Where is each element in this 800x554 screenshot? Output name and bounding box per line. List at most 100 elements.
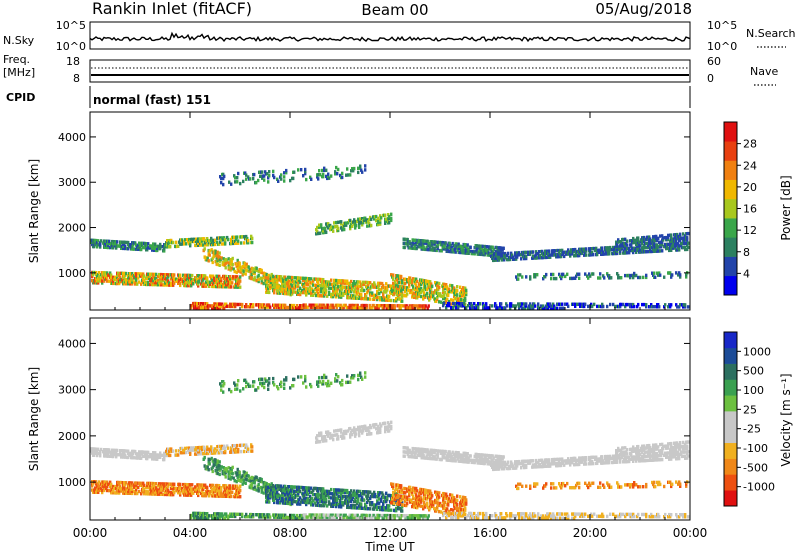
power-cell xyxy=(387,296,390,300)
power-cell xyxy=(483,253,486,257)
power-cell xyxy=(664,303,667,307)
velocity-cell xyxy=(172,488,175,493)
power-cell xyxy=(495,258,498,262)
velocity-cell xyxy=(237,478,240,482)
power-cell xyxy=(529,302,532,306)
power-cell xyxy=(424,247,427,252)
power-cell xyxy=(684,234,687,238)
nsky-frame xyxy=(89,21,691,50)
velocity-cell xyxy=(189,485,192,489)
velocity-cell xyxy=(110,489,113,493)
power-cell xyxy=(379,220,382,224)
velocity-cell xyxy=(152,481,155,486)
power-cell xyxy=(252,303,255,307)
velocity-cell xyxy=(135,485,138,489)
power-cell xyxy=(428,298,431,302)
velocity-cell xyxy=(260,480,263,484)
power-cell xyxy=(525,250,528,255)
power-cell xyxy=(598,250,601,254)
velocity-cell xyxy=(252,515,255,519)
power-cell xyxy=(542,255,545,260)
power-cell xyxy=(269,274,272,278)
power-cell xyxy=(140,272,143,276)
power-cell xyxy=(455,306,458,310)
power-cell xyxy=(459,295,462,300)
velocity-cell xyxy=(214,458,217,462)
power-cell xyxy=(351,303,354,308)
power-cell xyxy=(489,247,492,251)
power-cell xyxy=(556,306,559,310)
power-cell xyxy=(537,252,540,256)
power-cell xyxy=(205,284,208,288)
velocity-cell xyxy=(220,486,223,490)
power-cell xyxy=(144,246,147,250)
power-cell xyxy=(341,175,344,180)
beam-title: Beam 00 xyxy=(361,1,428,19)
power-cell xyxy=(187,283,190,288)
power-cell xyxy=(425,245,428,250)
power-cell xyxy=(347,285,350,290)
power-colorbar-swatch xyxy=(724,198,737,219)
power-cell xyxy=(221,302,224,306)
power-cell xyxy=(205,241,208,245)
power-cell xyxy=(349,173,352,177)
power-cell xyxy=(235,262,238,266)
velocity-cell xyxy=(215,465,218,469)
power-cell xyxy=(405,294,408,298)
velocity-cell xyxy=(112,489,115,493)
power-cell xyxy=(218,274,221,279)
freq-label-line1: Freq. xyxy=(3,53,30,66)
power-cell xyxy=(525,304,528,308)
power-cell xyxy=(98,275,101,279)
power-cell xyxy=(684,247,687,252)
velocity-cell xyxy=(282,490,285,495)
velocity-cell xyxy=(227,472,230,476)
velocity-cell xyxy=(257,482,260,487)
power-cell xyxy=(461,302,464,306)
power-cell xyxy=(585,249,588,253)
power-cell xyxy=(349,287,352,292)
power-cell xyxy=(559,306,562,310)
velocity-cell xyxy=(230,448,233,452)
power-cell xyxy=(447,249,450,254)
power-cell xyxy=(330,286,333,290)
velocity-cell xyxy=(228,474,231,479)
power-cell xyxy=(451,241,454,246)
power-cell xyxy=(442,290,445,295)
velocity-cell xyxy=(241,512,244,517)
power-cell xyxy=(335,305,338,310)
power-cell xyxy=(483,244,486,249)
power-cell xyxy=(482,306,485,310)
power-cell xyxy=(209,274,212,278)
power-cell xyxy=(616,244,619,248)
power-cell xyxy=(211,280,214,284)
velocity-cell xyxy=(232,484,235,488)
power-cell xyxy=(292,176,295,181)
power-cell xyxy=(495,304,498,308)
power-cell xyxy=(360,168,363,172)
power-cell xyxy=(237,283,240,287)
power-cell xyxy=(229,279,232,283)
velocity-cell xyxy=(154,492,157,496)
power-cell xyxy=(247,241,250,245)
power-cell xyxy=(212,242,215,247)
power-cell xyxy=(429,280,432,284)
power-cell xyxy=(245,268,248,273)
power-cell xyxy=(238,281,241,285)
power-cell xyxy=(259,303,262,307)
power-cell xyxy=(369,291,372,295)
velocity-cell xyxy=(98,484,101,488)
power-cell xyxy=(166,277,169,281)
velocity-cell xyxy=(175,449,178,453)
power-cell xyxy=(350,279,353,284)
power-cell xyxy=(309,285,312,289)
velocity-cell xyxy=(106,488,109,493)
velocity-cell xyxy=(122,455,125,459)
velocity-cell xyxy=(203,491,206,496)
power-cell xyxy=(154,244,157,248)
power-cell xyxy=(218,255,221,259)
power-cell xyxy=(412,285,415,289)
velocity-cell xyxy=(239,484,242,488)
power-cell xyxy=(317,291,320,296)
power-cell xyxy=(632,250,635,255)
